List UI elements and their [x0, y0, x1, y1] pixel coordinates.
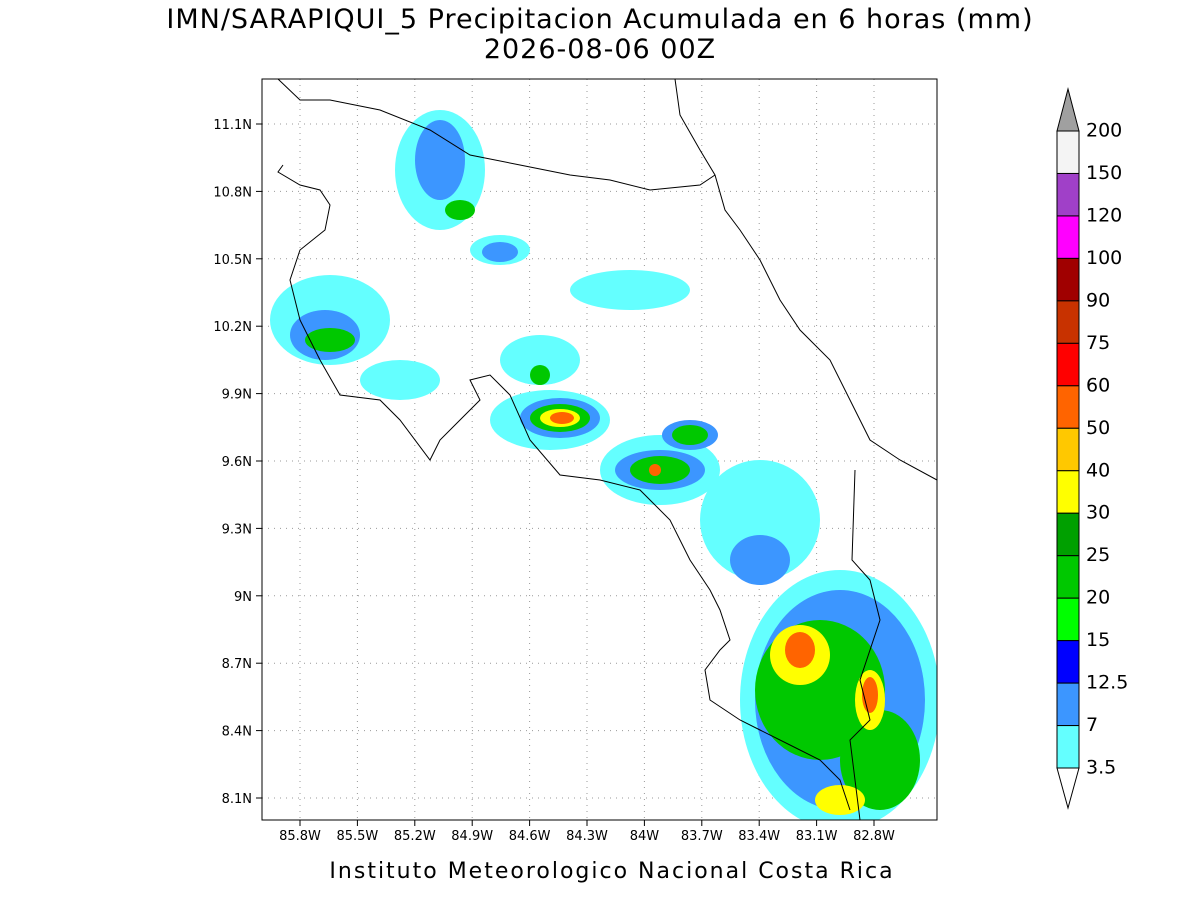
colorbar-label: 50 — [1086, 417, 1110, 439]
colorbar-label: 20 — [1086, 587, 1110, 609]
colorbar-label: 12.5 — [1086, 672, 1128, 694]
colorbar-box — [1056, 512, 1080, 557]
colorbar-label: 60 — [1086, 374, 1110, 396]
lon-label: 83.4W — [738, 829, 780, 844]
lat-label: 8.1N — [222, 792, 252, 807]
colorbar-label: 3.5 — [1086, 757, 1116, 779]
colorbar-box — [1056, 725, 1080, 769]
lat-label: 9.6N — [222, 455, 252, 470]
lat-label: 9.3N — [222, 522, 252, 537]
lat-label: 10.8N — [213, 185, 252, 200]
footer: Instituto Meteorologico Nacional Costa R… — [329, 859, 894, 884]
map-frame — [261, 78, 938, 821]
lon-label: 83.7W — [681, 829, 723, 844]
colorbar-box — [1056, 215, 1080, 259]
colorbar-label: 75 — [1086, 332, 1110, 354]
title: IMN/SARAPIQUI_5 Precipitacion Acumulada … — [166, 4, 1033, 35]
lon-label: 85.5W — [336, 829, 378, 844]
colorbar-box — [1056, 427, 1080, 472]
colorbar-box — [1056, 555, 1080, 599]
lon-label: 82.8W — [853, 829, 895, 844]
lat-label: 8.4N — [222, 725, 252, 740]
colorbar-label: 15 — [1086, 629, 1110, 651]
colorbar-under — [1056, 767, 1080, 810]
colorbar-label: 150 — [1086, 162, 1122, 184]
colorbar-box — [1056, 130, 1080, 174]
colorbar-label: 200 — [1086, 120, 1122, 142]
colorbar-box — [1056, 172, 1080, 217]
lat-label: 9.9N — [222, 388, 252, 403]
lon-label: 85.8W — [279, 829, 321, 844]
colorbar-label: 120 — [1086, 204, 1122, 226]
colorbar-label: 7 — [1086, 714, 1098, 736]
coastline — [277, 79, 937, 820]
colorbar-label: 40 — [1086, 459, 1110, 481]
lon-label: 84.3W — [566, 829, 608, 844]
lat-label: 9N — [234, 590, 252, 605]
colorbar-box — [1056, 300, 1080, 344]
colorbar-box — [1056, 597, 1080, 642]
lat-label: 11.1N — [213, 118, 252, 133]
lon-label: 83.1W — [796, 829, 838, 844]
colorbar-box — [1056, 640, 1080, 684]
colorbar-box — [1056, 342, 1080, 387]
colorbar-label: 90 — [1086, 289, 1110, 311]
colorbar-label: 25 — [1086, 544, 1110, 566]
lat-label: 10.5N — [213, 253, 252, 268]
colorbar-box — [1056, 257, 1080, 302]
colorbar-over — [1056, 87, 1080, 132]
colorbar-label: 100 — [1086, 247, 1122, 269]
colorbar-box — [1056, 470, 1080, 514]
precipitation — [270, 110, 937, 820]
lat-label: 8.7N — [222, 657, 252, 672]
colorbar-box — [1056, 385, 1080, 429]
grid: 11.1N 10.8N 10.5N 10.2N 9.9N 9.6N 9.3N 9N 8.7N 8.… — [213, 79, 937, 844]
lon-label: 84.9W — [451, 829, 493, 844]
colorbar-box — [1056, 682, 1080, 727]
lon-label: 84W — [630, 829, 660, 844]
lat-label: 10.2N — [213, 320, 252, 335]
lon-label: 84.6W — [509, 829, 551, 844]
subtitle: 2026-08-06 00Z — [484, 34, 716, 65]
colorbar-label: 30 — [1086, 502, 1110, 524]
lon-label: 85.2W — [394, 829, 436, 844]
colorbar: 200 150 120 100 90 75 60 50 40 30 25 20 15 12.5 7 3.5 — [1056, 87, 1128, 810]
